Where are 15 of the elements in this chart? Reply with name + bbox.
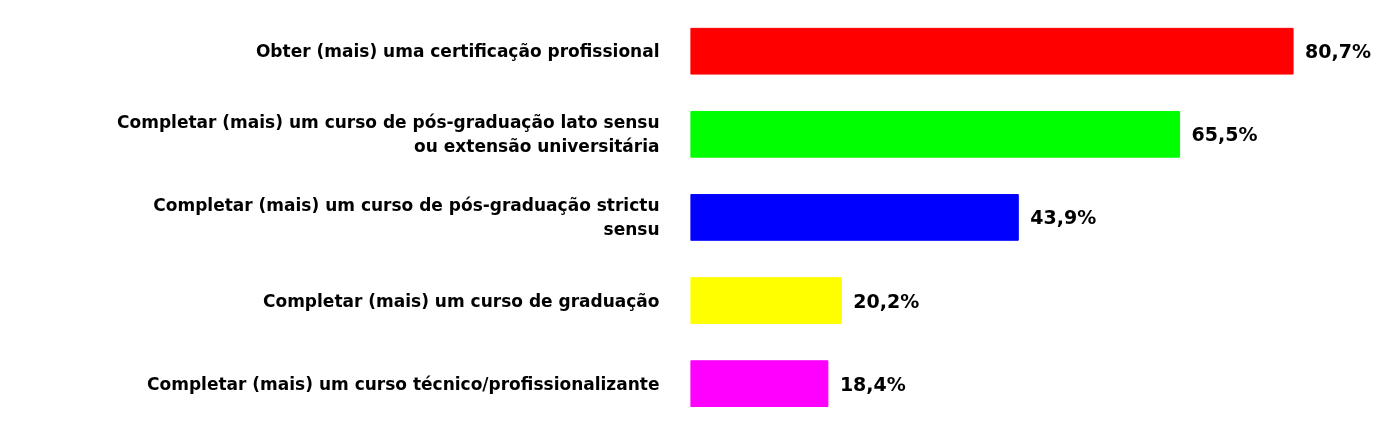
bar — [690, 194, 1019, 241]
data-label: 65,5% — [1191, 123, 1258, 146]
data-label: 18,4% — [839, 372, 906, 395]
bar — [690, 360, 829, 407]
data-label: 43,9% — [1030, 206, 1097, 229]
y-tick-label: Completar (mais) um curso técnico/profissionalizante — [147, 373, 660, 394]
y-tick-label: Obter (mais) uma certificação profissional — [255, 41, 660, 62]
y-tick-label: Completar (mais) um curso de pós-graduação lato sensu ou extensão universitária — [117, 112, 660, 157]
bar — [690, 27, 1294, 75]
bar — [690, 110, 1181, 158]
data-label: 20,2% — [853, 289, 920, 312]
bar — [690, 277, 842, 324]
y-tick-label: Completar (mais) um curso de graduação — [262, 290, 660, 311]
y-tick-label: Completar (mais) um curso de pós-graduação strictu sensu — [153, 195, 660, 240]
data-label: 80,7% — [1305, 40, 1371, 63]
